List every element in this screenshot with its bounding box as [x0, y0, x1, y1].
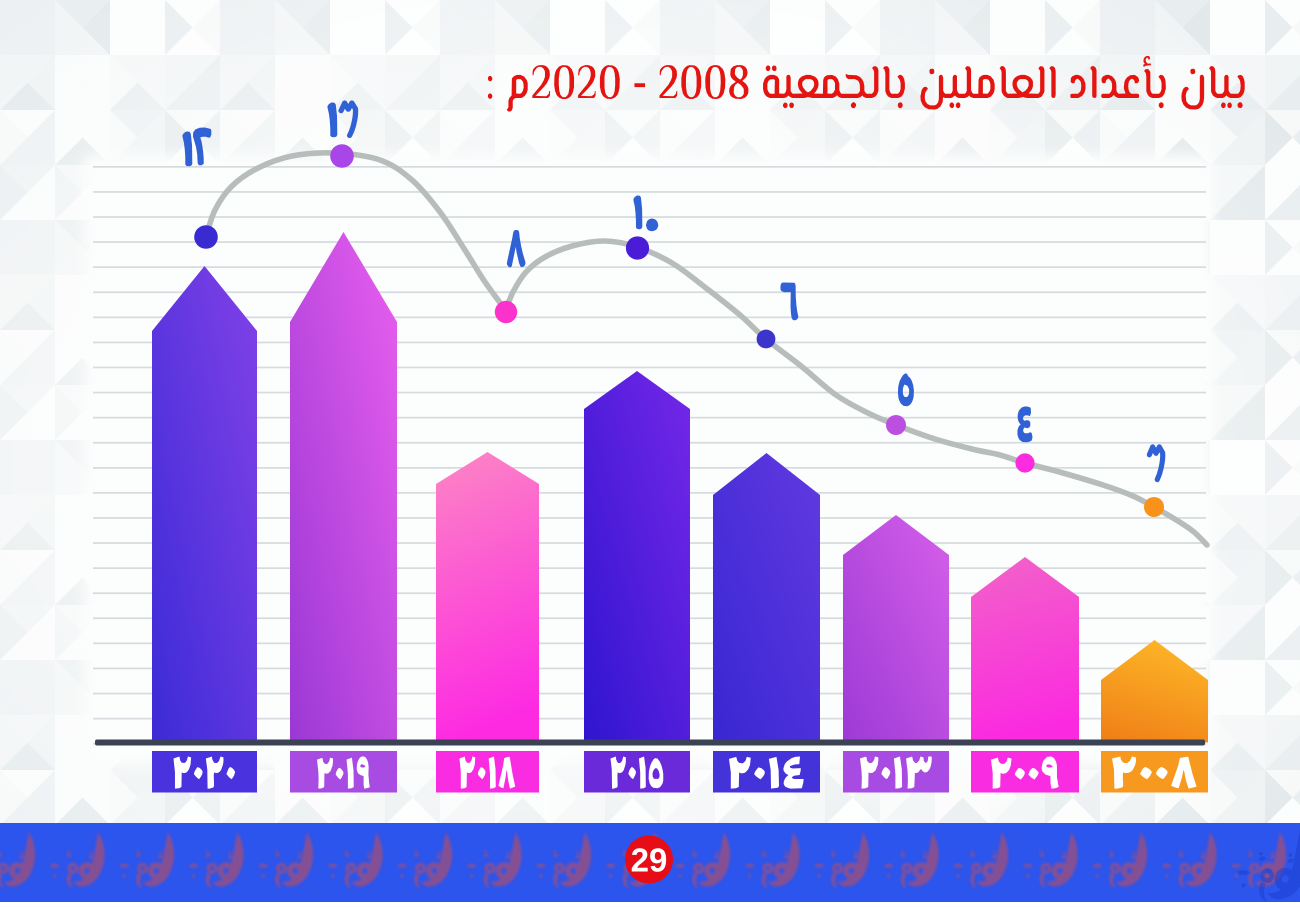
svg-text:29: 29 — [631, 842, 668, 879]
